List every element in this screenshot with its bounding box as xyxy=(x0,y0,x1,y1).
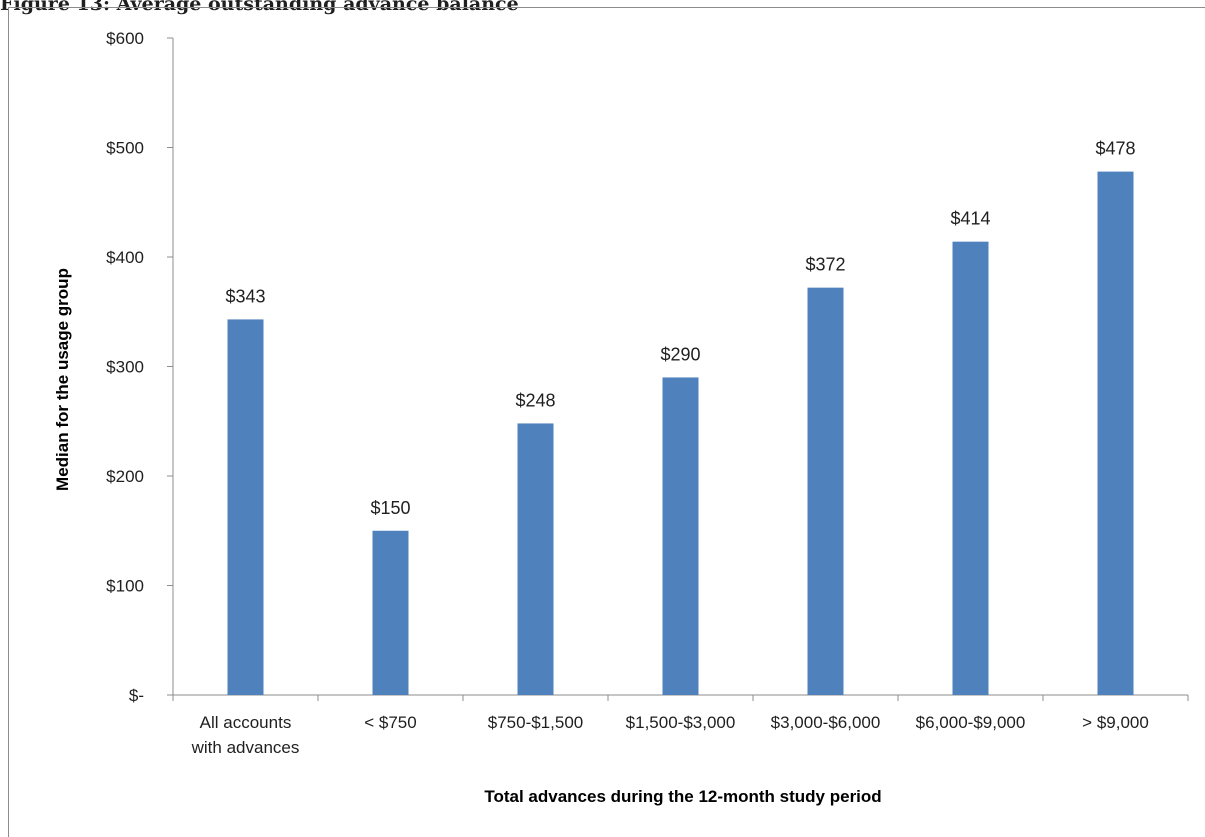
category-label: $6,000-$9,000 xyxy=(916,713,1026,732)
category-label: $750-$1,500 xyxy=(488,713,583,732)
data-label: $478 xyxy=(1095,139,1135,159)
y-tick-label: $400 xyxy=(106,248,144,267)
y-tick-label: $500 xyxy=(106,139,144,158)
category-label: $3,000-$6,000 xyxy=(771,713,881,732)
data-label: $372 xyxy=(805,255,845,275)
chart-frame xyxy=(8,7,1205,837)
x-axis-title: Total advances during the 12-month study… xyxy=(484,787,881,806)
bar xyxy=(372,530,409,695)
y-axis-title: Median for the usage group xyxy=(53,268,72,491)
category-label: All accounts xyxy=(200,713,292,732)
y-tick-label: $- xyxy=(129,686,144,705)
data-label: $414 xyxy=(950,209,990,229)
category-label: with advances xyxy=(191,738,300,757)
data-label: $343 xyxy=(225,286,265,306)
bar xyxy=(807,287,844,695)
y-tick-label: $600 xyxy=(106,29,144,48)
category-label: > $9,000 xyxy=(1082,713,1149,732)
y-tick-label: $100 xyxy=(106,577,144,596)
bar xyxy=(1097,171,1134,696)
bars xyxy=(227,171,1134,696)
bar xyxy=(952,241,989,696)
category-label: $1,500-$3,000 xyxy=(626,713,736,732)
labels: $- $100 $200 $300 $400 $500 $600 $343 All accoun… xyxy=(106,29,1149,757)
bar xyxy=(662,377,699,695)
data-label: $290 xyxy=(660,344,700,364)
y-tick-label: $300 xyxy=(106,358,144,377)
data-label: $248 xyxy=(515,390,555,410)
data-label: $150 xyxy=(370,498,410,518)
y-tick-label: $200 xyxy=(106,467,144,486)
bar xyxy=(227,319,264,695)
bar xyxy=(517,423,554,695)
category-label: < $750 xyxy=(364,713,416,732)
